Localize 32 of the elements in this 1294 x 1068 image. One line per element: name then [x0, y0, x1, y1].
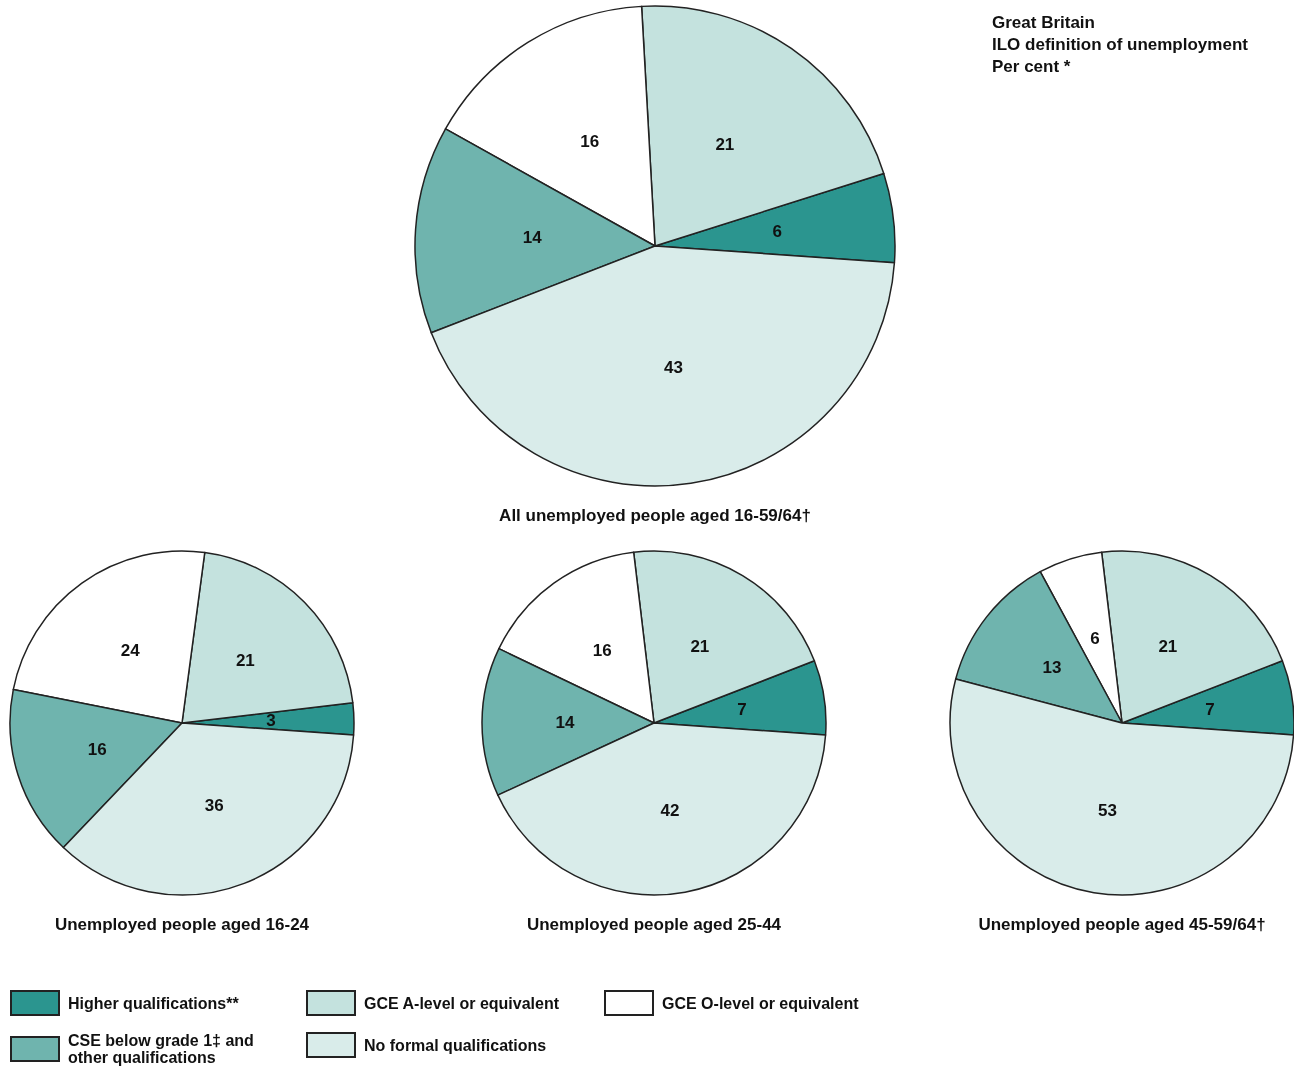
data-label: 21	[235, 651, 255, 671]
data-label: 13	[1042, 658, 1062, 678]
text: Per cent *	[992, 56, 1072, 78]
data-label: 24	[120, 641, 141, 661]
data-label: 7	[1205, 700, 1215, 720]
data-label: 21	[1158, 637, 1178, 657]
data-label: 3	[266, 711, 276, 731]
data-label: 21	[690, 637, 710, 657]
text: All unemployed people aged 16-59/64†	[499, 506, 811, 525]
data-label: 16	[87, 740, 107, 760]
text: Great Britain	[992, 12, 1096, 34]
legend-label: GCE A-level or equivalent	[364, 994, 560, 1012]
data-label: 14	[555, 712, 575, 732]
text: Unemployed people aged 45-59/64†	[978, 915, 1266, 934]
text: ILO definition of unemployment	[992, 34, 1248, 56]
legend-label: GCE O-level or equivalent	[662, 994, 859, 1012]
legend-label: No formal qualifications	[364, 1036, 547, 1054]
data-label: 6	[772, 221, 782, 241]
data-label: 53	[1098, 801, 1117, 821]
data-label: 21	[715, 135, 735, 155]
data-label: 36	[204, 796, 224, 816]
text: Unemployed people aged 16-24	[54, 915, 310, 934]
data-label: 7	[737, 700, 747, 720]
legend-label: Higher qualifications**	[68, 994, 239, 1012]
data-label: 43	[663, 358, 683, 378]
data-label: 16	[592, 641, 612, 661]
data-label: 16	[580, 132, 600, 152]
data-label: 6	[1090, 628, 1100, 648]
text: Unemployed people aged 25-44	[526, 915, 782, 934]
data-label: 14	[522, 227, 543, 247]
legend-label: CSE below grade 1‡ and other qualifications	[68, 1032, 255, 1066]
data-label: 42	[660, 801, 680, 821]
